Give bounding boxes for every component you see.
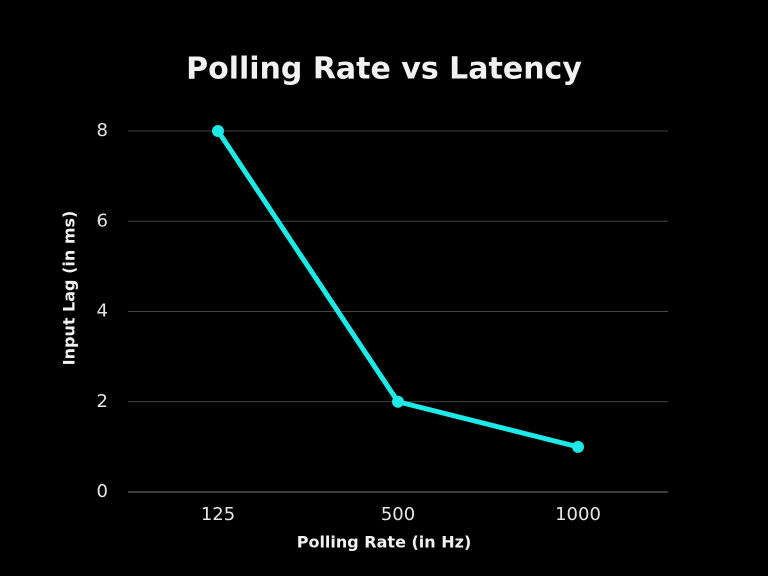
- chart-title: Polling Rate vs Latency: [186, 52, 582, 87]
- x-tick-label: 125: [201, 504, 235, 525]
- y-tick-label: 8: [97, 120, 108, 141]
- x-tick-label: 500: [381, 504, 415, 525]
- y-tick-label: 0: [97, 481, 108, 502]
- y-tick-label: 6: [97, 210, 108, 231]
- point: [392, 395, 404, 408]
- x-tick-label: 1000: [555, 504, 601, 525]
- y-tick-label: 4: [97, 301, 108, 322]
- y-tick-label: 2: [97, 391, 108, 412]
- y-axis-label: Input Lag (in ms): [60, 211, 79, 366]
- point: [212, 125, 224, 137]
- x-axis-label: Polling Rate (in Hz): [297, 533, 472, 552]
- point: [572, 440, 584, 453]
